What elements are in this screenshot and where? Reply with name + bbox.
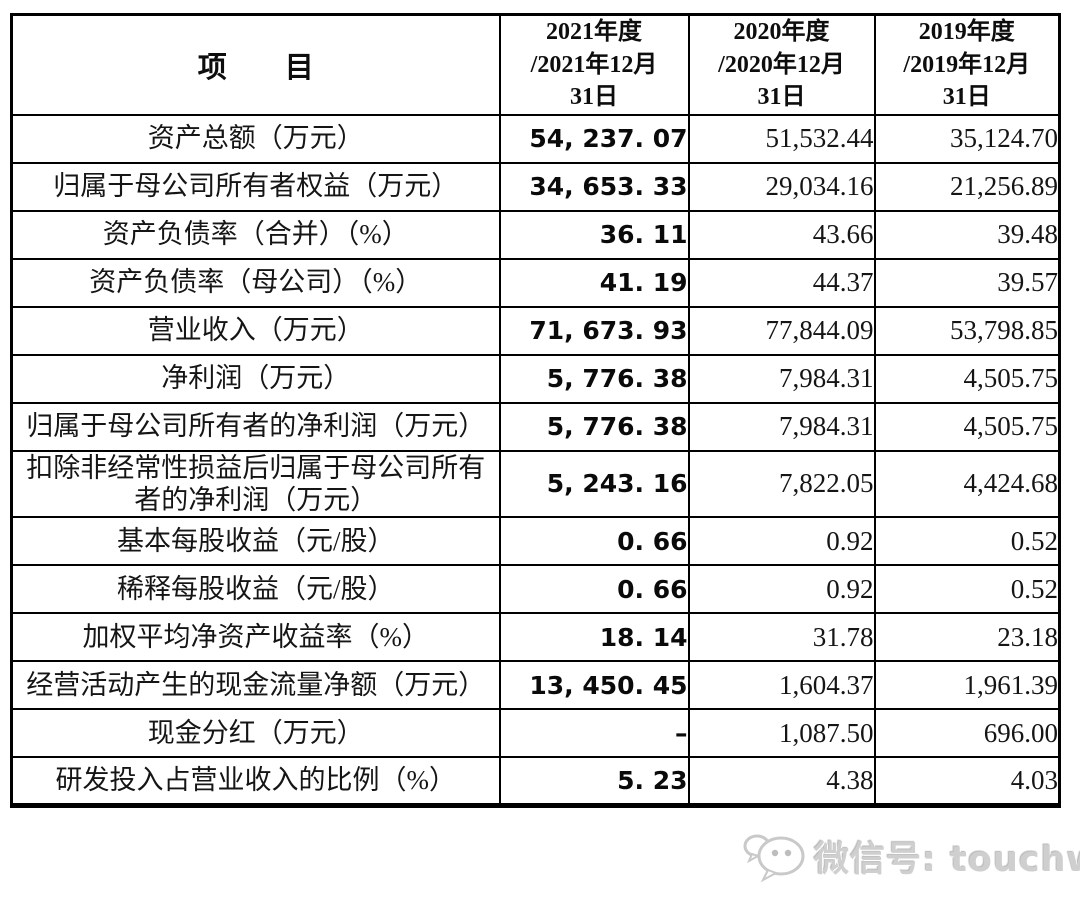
row-label: 资产负债率（母公司）（%）	[10, 257, 501, 308]
financial-summary-table: 项 目 2021年度 /2021年12月 31日 2020年度 /2020年12…	[10, 13, 1061, 808]
value-2019: 1,961.39	[873, 660, 1061, 711]
table-row: 净利润（万元） 5, 776. 38 7,984.31 4,505.75	[10, 353, 1061, 404]
value-2019: 4,424.68	[873, 449, 1061, 519]
value-2020: 43.66	[687, 209, 876, 260]
row-label: 研发投入占营业收入的比例（%）	[10, 756, 501, 807]
table-row: 资产负债率（合并）（%） 36. 11 43.66 39.48	[10, 209, 1061, 260]
header-2019: 2019年度 /2019年12月 31日	[873, 13, 1061, 116]
value-2020: 1,604.37	[687, 660, 876, 711]
value-2020: 7,984.31	[687, 353, 876, 404]
value-2019: 23.18	[873, 612, 1061, 663]
row-label: 资产负债率（合并）（%）	[10, 209, 501, 260]
value-2021: 0. 66	[498, 564, 690, 615]
table-row: 稀释每股收益（元/股） 0. 66 0.92 0.52	[10, 564, 1061, 615]
value-2021: 36. 11	[498, 209, 690, 260]
value-2019: 4,505.75	[873, 353, 1061, 404]
value-2020: 44.37	[687, 257, 876, 308]
value-2019: 53,798.85	[873, 305, 1061, 356]
value-2020: 31.78	[687, 612, 876, 663]
row-label: 稀释每股收益（元/股）	[10, 564, 501, 615]
value-2021: 41. 19	[498, 257, 690, 308]
row-label: 扣除非经常性损益后归属于母公司所有者的净利润（万元）	[10, 449, 501, 519]
value-2020: 77,844.09	[687, 305, 876, 356]
row-label: 现金分红（万元）	[10, 708, 501, 759]
row-label: 经营活动产生的现金流量净额（万元）	[10, 660, 501, 711]
value-2019: 35,124.70	[873, 113, 1061, 164]
value-2020: 1,087.50	[687, 708, 876, 759]
value-2019: 0.52	[873, 564, 1061, 615]
value-2019: 0.52	[873, 516, 1061, 567]
header-2021: 2021年度 /2021年12月 31日	[498, 13, 690, 116]
value-2020: 4.38	[687, 756, 876, 807]
table-row: 归属于母公司所有者的净利润（万元） 5, 776. 38 7,984.31 4,…	[10, 401, 1061, 452]
row-label: 加权平均净资产收益率（%）	[10, 612, 501, 663]
row-label: 净利润（万元）	[10, 353, 501, 404]
watermark: 微信号: touchweb	[742, 826, 1080, 886]
watermark-text: 微信号: touchweb	[814, 839, 1080, 880]
table-row: 归属于母公司所有者权益（万元） 34, 653. 33 29,034.16 21…	[10, 161, 1061, 212]
row-label: 归属于母公司所有者的净利润（万元）	[10, 401, 501, 452]
table-row: 营业收入（万元） 71, 673. 93 77,844.09 53,798.85	[10, 305, 1061, 356]
table-row: 资产负债率（母公司）（%） 41. 19 44.37 39.57	[10, 257, 1061, 308]
header-2020: 2020年度 /2020年12月 31日	[687, 13, 876, 116]
value-2021: 13, 450. 45	[498, 660, 690, 711]
table-row: 经营活动产生的现金流量净额（万元） 13, 450. 45 1,604.37 1…	[10, 660, 1061, 711]
value-2021: 71, 673. 93	[498, 305, 690, 356]
table-row: 加权平均净资产收益率（%） 18. 14 31.78 23.18	[10, 612, 1061, 663]
row-label: 资产总额（万元）	[10, 113, 501, 164]
wechat-icon	[743, 834, 805, 883]
header-row: 项 目 2021年度 /2021年12月 31日 2020年度 /2020年12…	[10, 13, 1061, 116]
value-2020: 51,532.44	[687, 113, 876, 164]
value-2021: 0. 66	[498, 516, 690, 567]
value-2021: 54, 237. 07	[498, 113, 690, 164]
table-row: 研发投入占营业收入的比例（%） 5. 23 4.38 4.03	[10, 756, 1061, 807]
value-2019: 4,505.75	[873, 401, 1061, 452]
table-row: 基本每股收益（元/股） 0. 66 0.92 0.52	[10, 516, 1061, 567]
value-2021: 5. 23	[498, 756, 690, 807]
value-2019: 696.00	[873, 708, 1061, 759]
value-2019: 4.03	[873, 756, 1061, 807]
value-2020: 7,822.05	[687, 449, 876, 519]
value-2019: 39.57	[873, 257, 1061, 308]
row-label: 基本每股收益（元/股）	[10, 516, 501, 567]
value-2020: 0.92	[687, 516, 876, 567]
value-2021: 5, 776. 38	[498, 401, 690, 452]
row-label: 归属于母公司所有者权益（万元）	[10, 161, 501, 212]
value-2021: –	[498, 708, 690, 759]
value-2021: 5, 776. 38	[498, 353, 690, 404]
value-2019: 21,256.89	[873, 161, 1061, 212]
value-2021: 34, 653. 33	[498, 161, 690, 212]
value-2020: 0.92	[687, 564, 876, 615]
table-row: 扣除非经常性损益后归属于母公司所有者的净利润（万元） 5, 243. 16 7,…	[10, 449, 1061, 519]
table-row: 资产总额（万元） 54, 237. 07 51,532.44 35,124.70	[10, 113, 1061, 164]
value-2021: 5, 243. 16	[498, 449, 690, 519]
value-2021: 18. 14	[498, 612, 690, 663]
value-2019: 39.48	[873, 209, 1061, 260]
row-label: 营业收入（万元）	[10, 305, 501, 356]
header-item: 项 目	[10, 13, 501, 116]
value-2020: 29,034.16	[687, 161, 876, 212]
value-2020: 7,984.31	[687, 401, 876, 452]
table-row: 现金分红（万元） – 1,087.50 696.00	[10, 708, 1061, 759]
